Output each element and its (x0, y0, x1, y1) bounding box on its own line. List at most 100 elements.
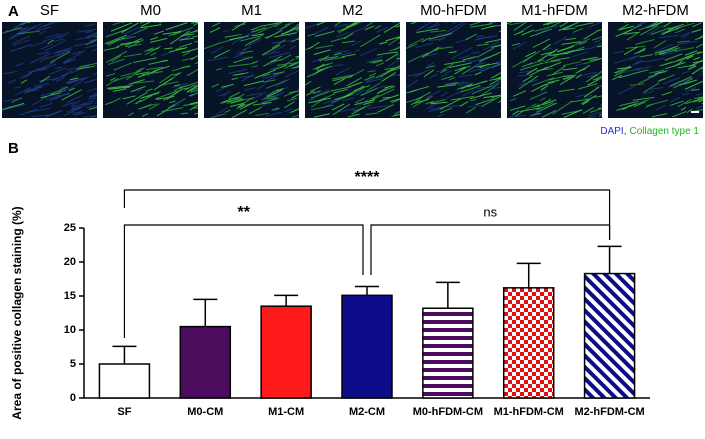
fiber (558, 88, 575, 93)
fiber (536, 102, 554, 111)
fiber (338, 108, 355, 113)
fiber (479, 63, 490, 69)
fiber (476, 35, 493, 40)
fiber (650, 27, 670, 35)
fiber (122, 95, 136, 100)
fiber (280, 58, 295, 69)
fiber (439, 98, 462, 110)
fiber (23, 72, 33, 79)
fiber (692, 98, 703, 103)
fiber (377, 104, 394, 113)
fiber (539, 97, 546, 101)
fiber (314, 88, 332, 97)
fiber (454, 66, 467, 75)
image-title: M1 (241, 2, 262, 19)
fiber (437, 113, 444, 118)
fiber (54, 66, 63, 69)
fiber (479, 52, 499, 62)
fiber (53, 38, 65, 42)
fiber (266, 89, 283, 98)
fiber (55, 47, 72, 53)
fiber (30, 41, 46, 47)
x-tick-label: M0-hFDM-CM (413, 406, 483, 418)
fiber (294, 64, 299, 69)
fiber (110, 22, 133, 32)
fiber (287, 30, 299, 37)
fiber (681, 70, 689, 75)
fiber (529, 91, 548, 100)
fiber (481, 95, 501, 108)
fiber (408, 38, 425, 47)
fiber (566, 46, 585, 55)
fiber (183, 103, 196, 107)
fiber (262, 72, 282, 80)
fiber (106, 50, 127, 63)
fiber (440, 46, 454, 50)
fiber (662, 76, 681, 85)
fiber (179, 37, 194, 41)
fiber (692, 22, 702, 28)
fiber (159, 81, 179, 87)
fiber (291, 66, 299, 69)
fiber (541, 110, 556, 118)
fiber (512, 110, 520, 116)
fiber (631, 60, 646, 66)
fiber (313, 113, 331, 118)
fiber (139, 91, 161, 100)
fiber (406, 96, 423, 103)
fiber (139, 22, 145, 24)
fiber (672, 110, 687, 118)
fiber (541, 61, 562, 71)
fiber (90, 115, 97, 118)
fiber (244, 36, 261, 46)
fiber (271, 39, 286, 49)
fiber (20, 79, 28, 84)
fiber (699, 72, 703, 76)
image-title: M0 (140, 2, 161, 19)
fiber (684, 80, 703, 90)
fiber (13, 22, 25, 29)
fiber (141, 113, 149, 118)
fiber (696, 92, 703, 96)
fiber (30, 52, 52, 64)
fiber (47, 39, 54, 45)
fiber (189, 89, 198, 93)
fiber (646, 23, 655, 28)
fiber (20, 22, 30, 26)
fiber (307, 32, 317, 37)
fiber (104, 34, 128, 45)
fiber (643, 82, 660, 93)
fiber (341, 97, 355, 102)
fiber (68, 78, 85, 90)
fiber (215, 106, 229, 116)
fiber (589, 107, 602, 113)
fiber (28, 68, 47, 73)
image-title: M1-hFDM (521, 2, 588, 19)
fiber (344, 85, 365, 98)
fiber (89, 22, 91, 23)
fiber (509, 114, 527, 118)
fiber (71, 75, 78, 80)
fiber (614, 55, 637, 65)
fiber (79, 62, 97, 68)
fiber (310, 97, 326, 108)
fiber (19, 67, 40, 79)
fiber (489, 22, 493, 24)
micrograph (305, 22, 400, 118)
fiber (387, 58, 400, 68)
fiber (58, 32, 69, 39)
fiber (634, 59, 643, 65)
fiber (194, 40, 198, 43)
fiber (284, 101, 295, 109)
fiber (536, 68, 554, 72)
fiber (40, 43, 54, 50)
fiber (257, 84, 266, 90)
fiber (262, 97, 277, 100)
fiber (507, 22, 513, 25)
fiber (640, 24, 659, 36)
fiber (448, 51, 457, 54)
fiber (559, 22, 569, 28)
fiber (426, 52, 439, 57)
fiber (509, 22, 524, 26)
fiber (113, 59, 120, 64)
